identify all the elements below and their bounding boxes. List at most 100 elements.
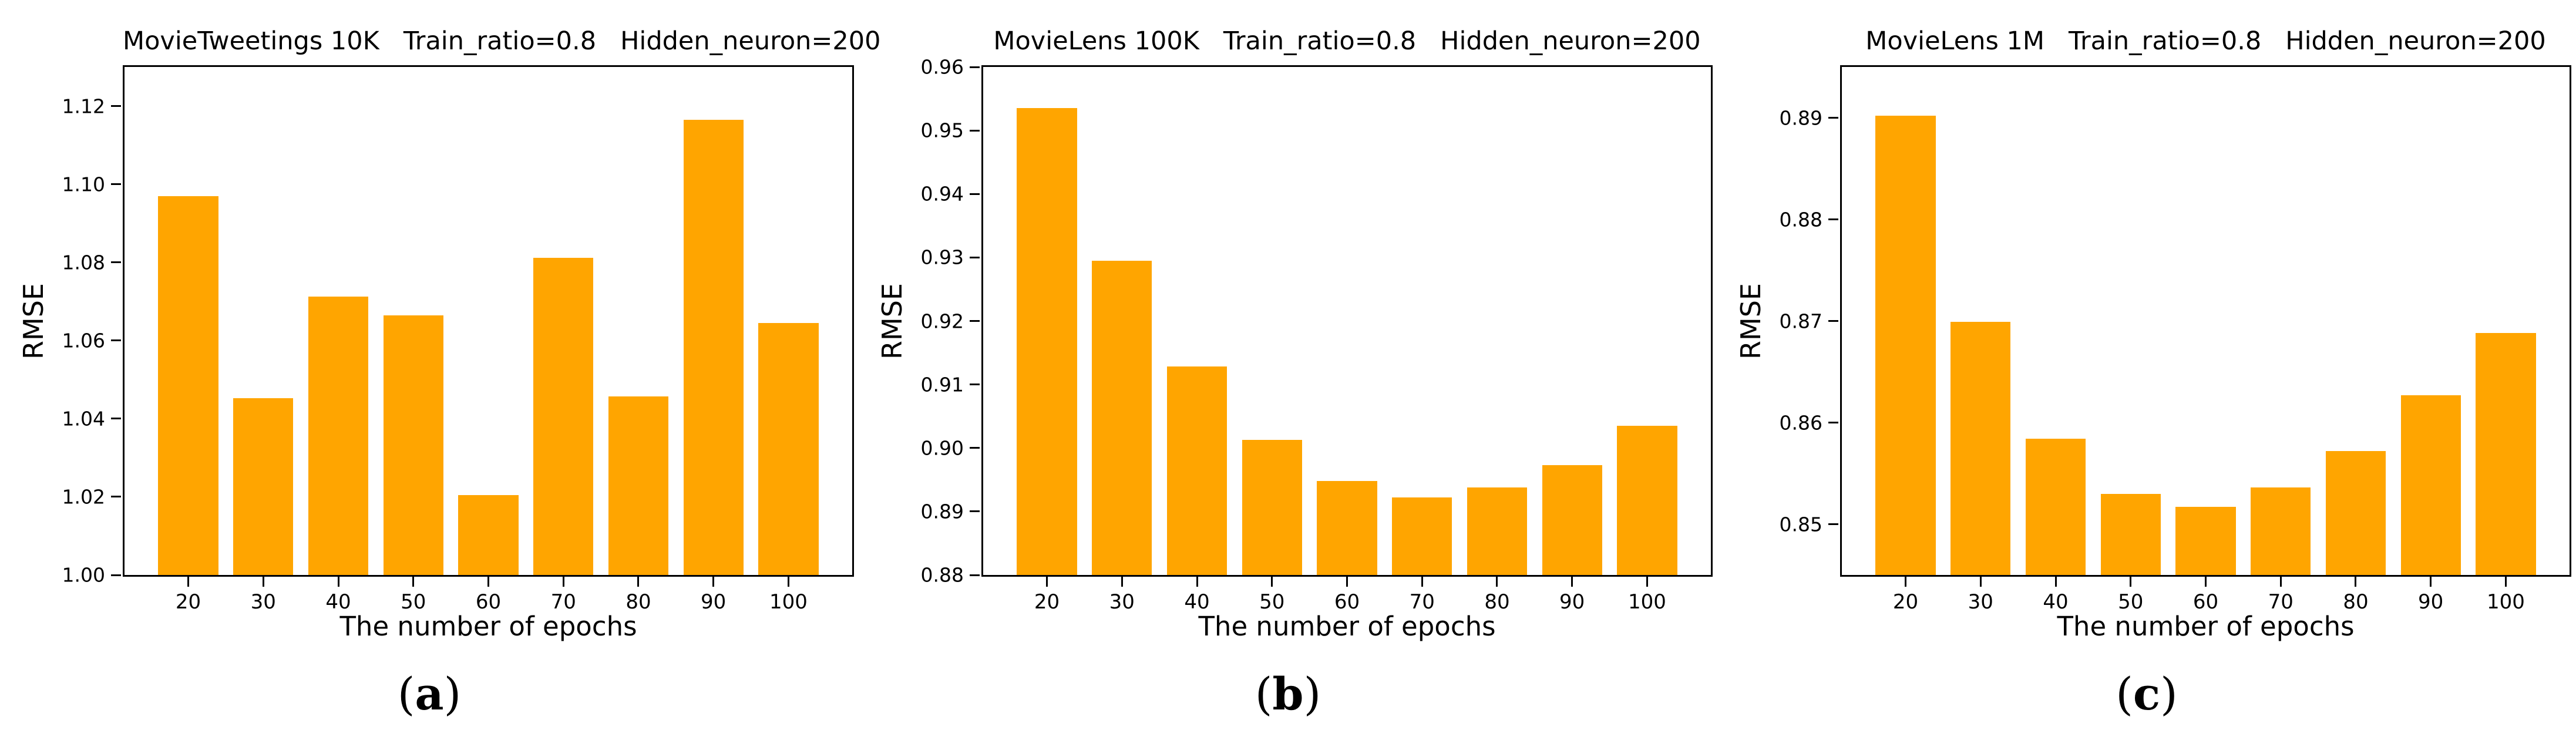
x-tick-mark bbox=[187, 577, 190, 587]
x-tick-mark bbox=[787, 577, 789, 587]
x-tick-label: 20 bbox=[1892, 590, 1919, 614]
y-tick-label: 0.90 bbox=[920, 436, 964, 460]
x-tick-label: 80 bbox=[1484, 590, 1510, 614]
y-tick-mark bbox=[970, 574, 980, 576]
bar-epoch-70 bbox=[1392, 497, 1452, 575]
x-tick-mark bbox=[2130, 577, 2132, 587]
y-axis-label: RMSE bbox=[876, 283, 908, 359]
x-tick-mark bbox=[2430, 577, 2432, 587]
chart-panel-b: MovieLens 100K Train_ratio=0.8 Hidden_ne… bbox=[859, 0, 1717, 740]
y-tick-label: 0.88 bbox=[920, 563, 964, 587]
x-tick-mark bbox=[637, 577, 640, 587]
x-tick-label: 20 bbox=[1034, 590, 1060, 614]
y-axis-label: RMSE bbox=[1735, 283, 1767, 359]
x-tick-mark bbox=[1646, 577, 1648, 587]
bar-epoch-70 bbox=[2251, 487, 2311, 575]
chart-panel-c: MovieLens 1M Train_ratio=0.8 Hidden_neur… bbox=[1717, 0, 2576, 740]
y-tick-label: 0.89 bbox=[1779, 106, 1822, 129]
bar-epoch-50 bbox=[2100, 493, 2161, 575]
y-tick-label: 0.91 bbox=[920, 373, 964, 396]
bar-epoch-90 bbox=[683, 119, 744, 575]
y-tick-mark bbox=[1828, 422, 1838, 423]
bar-epoch-30 bbox=[1951, 322, 2011, 575]
x-tick-label: 70 bbox=[550, 590, 576, 614]
x-axis-label: The number of epochs bbox=[2057, 611, 2355, 642]
subfigure-caption-a: (a) bbox=[0, 666, 859, 722]
x-tick-mark bbox=[1196, 577, 1198, 587]
x-tick-label: 90 bbox=[1559, 590, 1585, 614]
caption-letter: c bbox=[2133, 668, 2161, 720]
x-tick-label: 30 bbox=[1109, 590, 1135, 614]
bar-epoch-80 bbox=[2325, 450, 2386, 575]
x-tick-label: 50 bbox=[2118, 590, 2144, 614]
x-tick-mark bbox=[1421, 577, 1423, 587]
plot-area: 1.00 1.02 1.04 1.06 1.08 1.10 1.12 20 30 40 50 60 70… bbox=[62, 65, 854, 614]
bar-epoch-50 bbox=[1242, 439, 1302, 575]
bar-epoch-60 bbox=[458, 495, 519, 575]
y-tick-label: 0.87 bbox=[1779, 310, 1822, 332]
x-tick-mark bbox=[2279, 577, 2282, 587]
y-tick-label: 0.86 bbox=[1779, 411, 1822, 434]
bar-epoch-80 bbox=[1467, 487, 1528, 575]
y-tick-mark bbox=[970, 193, 980, 195]
x-tick-mark bbox=[1121, 577, 1123, 587]
y-tick-label: 0.93 bbox=[920, 245, 964, 269]
caption-paren-open: ( bbox=[397, 668, 415, 720]
bar-epoch-70 bbox=[533, 257, 594, 575]
y-tick-label: 1.06 bbox=[62, 329, 105, 352]
bar-epoch-40 bbox=[2025, 439, 2086, 575]
x-tick-label: 30 bbox=[1968, 590, 1993, 614]
x-tick-label: 40 bbox=[2043, 590, 2069, 614]
bar-epoch-40 bbox=[1166, 366, 1228, 575]
bar-epoch-100 bbox=[2476, 333, 2536, 575]
y-tick-mark bbox=[970, 320, 980, 322]
x-tick-label: 60 bbox=[1334, 590, 1360, 614]
x-tick-mark bbox=[1979, 577, 1982, 587]
x-axis-label: The number of epochs bbox=[339, 611, 637, 642]
caption-paren-close: ) bbox=[443, 668, 462, 720]
x-tick-label: 30 bbox=[250, 590, 276, 614]
chart-title: MovieTweetings 10K Train_ratio=0.8 Hidde… bbox=[123, 26, 881, 56]
y-tick-mark bbox=[111, 496, 121, 498]
caption-paren-close: ) bbox=[1303, 668, 1321, 720]
bar-epoch-60 bbox=[1317, 480, 1377, 575]
y-tick-label: 1.00 bbox=[62, 563, 105, 587]
y-tick-mark bbox=[111, 574, 121, 576]
x-axis-label: The number of epochs bbox=[1198, 611, 1496, 642]
subfigure-caption-c: (c) bbox=[1717, 666, 2576, 722]
x-tick-mark bbox=[1496, 577, 1498, 587]
x-tick-mark bbox=[487, 577, 489, 587]
y-tick-label: 0.95 bbox=[920, 119, 964, 142]
x-tick-mark bbox=[2054, 577, 2057, 587]
x-tick-label: 80 bbox=[2343, 590, 2369, 614]
bar-epoch-30 bbox=[233, 398, 294, 575]
caption-letter: a bbox=[415, 668, 444, 720]
y-tick-mark bbox=[970, 129, 980, 132]
x-tick-label: 100 bbox=[769, 590, 808, 614]
y-tick-mark bbox=[970, 447, 980, 449]
x-tick-mark bbox=[1571, 577, 1573, 587]
x-tick-label: 90 bbox=[701, 590, 727, 614]
y-tick-label: 0.96 bbox=[920, 55, 964, 79]
x-tick-mark bbox=[1046, 577, 1048, 587]
caption-letter: b bbox=[1272, 668, 1304, 720]
bar-epoch-100 bbox=[758, 322, 819, 575]
y-tick-label: 0.94 bbox=[920, 182, 964, 206]
y-tick-mark bbox=[111, 183, 121, 186]
plot-area: 0.85 0.86 0.87 0.88 0.89 20 30 40 50 60 70 80 90 100 bbox=[1780, 65, 2571, 614]
bar-epoch-90 bbox=[1542, 465, 1602, 575]
y-tick-mark bbox=[970, 510, 980, 513]
x-tick-label: 60 bbox=[475, 590, 502, 614]
caption-paren-close: ) bbox=[2160, 668, 2178, 720]
bar-epoch-80 bbox=[608, 396, 669, 575]
x-tick-label: 40 bbox=[1184, 590, 1210, 614]
bar-epoch-20 bbox=[1875, 116, 1936, 575]
y-tick-mark bbox=[111, 339, 121, 342]
x-tick-label: 50 bbox=[401, 590, 426, 614]
x-tick-label: 80 bbox=[625, 590, 651, 614]
x-tick-mark bbox=[1346, 577, 1348, 587]
y-tick-mark bbox=[970, 256, 980, 258]
x-tick-label: 60 bbox=[2192, 590, 2219, 614]
y-tick-mark bbox=[111, 105, 121, 107]
